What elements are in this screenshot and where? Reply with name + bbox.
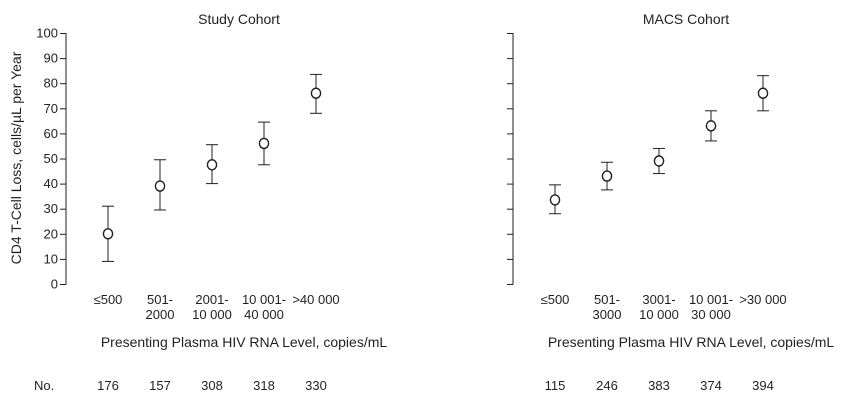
panel1-x-tick-label: >40 000 bbox=[292, 292, 339, 307]
panel1-x-tick-label: 2000 bbox=[146, 307, 175, 322]
panel2-count: 246 bbox=[596, 378, 618, 393]
y-axis-title: CD4 T-Cell Loss, cells/µL per Year bbox=[8, 51, 24, 264]
panel1-count: 176 bbox=[97, 378, 119, 393]
panel2-title: MACS Cohort bbox=[643, 11, 729, 27]
panel1-data-point bbox=[310, 87, 322, 99]
panel1-count: 157 bbox=[149, 378, 171, 393]
panel1-count: 308 bbox=[201, 378, 223, 393]
panel2-x-tick-label: ≤500 bbox=[541, 292, 570, 307]
panel2-data-point bbox=[705, 120, 717, 132]
panel1-y-tick-label: 60 bbox=[44, 126, 58, 141]
panel1-x-tick-label: 2001- bbox=[195, 292, 228, 307]
panel1-y-tick-label: 40 bbox=[44, 176, 58, 191]
panel1-y-tick-label: 30 bbox=[44, 201, 58, 216]
panel1-y-tick-label: 100 bbox=[36, 26, 58, 41]
panel1-y-tick-label: 80 bbox=[44, 76, 58, 91]
panel1-data-point bbox=[102, 228, 114, 240]
panel2-count: 394 bbox=[752, 378, 774, 393]
panel2-x-axis-title: Presenting Plasma HIV RNA Level, copies/… bbox=[548, 334, 835, 350]
panel2-data-point bbox=[653, 155, 665, 167]
panel2-x-tick-label: 3001- bbox=[642, 292, 675, 307]
panel1-data-point bbox=[258, 137, 270, 150]
panel1-data-point bbox=[206, 159, 218, 171]
panel1-x-tick-label: 501- bbox=[147, 292, 173, 307]
panel1-x-tick-label: 10 000 bbox=[192, 307, 232, 322]
panel1: Study Cohort 0 10 20 30 40 50 60 70 80 90 100 ≤500 17… bbox=[36, 11, 387, 393]
panel2-x-tick-label: >30 000 bbox=[739, 292, 786, 307]
panel2-data-point bbox=[757, 87, 769, 99]
panel1-y-tick-label: 10 bbox=[44, 251, 58, 266]
panel1-y-tick-label: 70 bbox=[44, 101, 58, 116]
panel2-x-tick-label: 10 001- bbox=[689, 292, 733, 307]
panel2-data-point bbox=[549, 194, 561, 206]
panel2: MACS Cohort ≤500 115 501-3000 246 3001-10 000… bbox=[507, 11, 834, 393]
panel1-y-tick-label: 0 bbox=[51, 277, 58, 292]
panel1-data-point bbox=[154, 180, 166, 192]
panel1-x-tick-label: 40 000 bbox=[244, 307, 284, 322]
panel1-x-axis-title: Presenting Plasma HIV RNA Level, copies/… bbox=[101, 334, 388, 350]
panel1-y-tick-label: 20 bbox=[44, 226, 58, 241]
panel1-y-tick-label: 90 bbox=[44, 51, 58, 66]
panel2-x-tick-label: 10 000 bbox=[639, 307, 679, 322]
panel2-data-point bbox=[601, 170, 613, 182]
panel2-count: 115 bbox=[545, 378, 566, 393]
count-row-label: No. bbox=[34, 378, 54, 393]
panel2-count: 383 bbox=[648, 378, 670, 393]
panel2-x-tick-label: 501- bbox=[594, 292, 620, 307]
panel2-count: 374 bbox=[700, 378, 722, 393]
panel1-count: 330 bbox=[305, 378, 327, 393]
panel2-x-tick-label: 30 000 bbox=[691, 307, 731, 322]
panel1-x-tick-label: ≤500 bbox=[94, 292, 123, 307]
panel1-y-tick-label: 50 bbox=[44, 151, 58, 166]
panel1-title: Study Cohort bbox=[198, 11, 280, 27]
panel1-count: 318 bbox=[253, 378, 275, 393]
panel2-x-tick-label: 3000 bbox=[593, 307, 622, 322]
panel1-x-tick-label: 10 001- bbox=[242, 292, 286, 307]
